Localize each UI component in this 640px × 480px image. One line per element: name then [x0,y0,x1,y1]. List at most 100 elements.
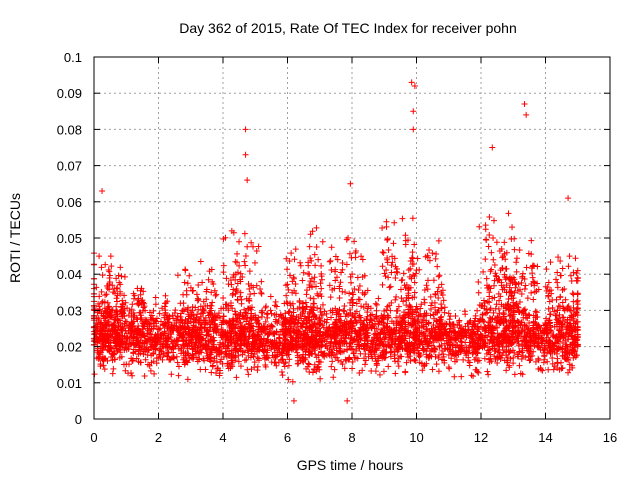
data-point [409,261,416,268]
data-point [198,337,205,344]
data-point [530,319,537,326]
data-point [353,300,360,307]
data-point [421,299,428,306]
data-point [156,326,163,333]
data-point [553,333,560,340]
data-point [246,297,253,304]
data-point [547,339,554,346]
data-point [292,246,299,253]
data-point [288,345,295,352]
data-point [503,367,510,374]
data-point [382,273,389,280]
data-point [435,354,442,361]
data-point [342,289,349,296]
data-point [308,343,315,350]
data-point [264,310,271,317]
data-point [159,321,166,328]
data-point [313,324,320,331]
data-point [264,314,271,321]
data-point [262,318,269,325]
data-point [294,305,301,312]
data-point [281,363,288,370]
data-points [91,79,581,404]
data-point [327,307,334,314]
data-point [559,299,566,306]
data-point [372,345,379,352]
y-tick-label: 0.03 [57,303,82,318]
data-point [525,325,532,332]
data-point [356,283,363,290]
data-point [474,358,481,365]
data-point [342,321,349,328]
y-tick-label: 0 [75,412,82,427]
data-point [119,309,126,316]
data-point [113,275,120,282]
data-point [545,305,552,312]
data-point [366,347,373,354]
data-point [519,270,526,277]
data-point [534,324,541,331]
data-point [410,108,417,115]
data-point [493,339,500,346]
data-point [121,313,128,320]
data-point [506,275,513,282]
data-point [239,313,246,320]
data-point [573,298,580,305]
data-point [405,266,412,273]
data-point [274,319,281,326]
data-point [557,272,564,279]
data-point [248,310,255,317]
data-point [151,370,158,377]
data-point [485,284,492,291]
data-point [515,281,522,288]
data-point [318,311,325,318]
data-point [385,329,392,336]
data-point [137,359,144,366]
data-point [525,250,532,257]
data-point [327,294,334,301]
data-point [388,339,395,346]
data-point [515,335,522,342]
data-point [236,262,243,269]
data-point [237,270,244,277]
data-point [368,325,375,332]
data-point [395,354,402,361]
data-point [310,295,317,302]
data-point [349,313,356,320]
data-point [527,356,534,363]
data-point [520,309,527,316]
data-point [162,307,169,314]
data-point [485,371,492,378]
data-point [566,253,573,260]
data-point [447,321,454,328]
data-point [502,331,509,338]
data-point [500,327,507,334]
data-point [273,362,280,369]
data-point [415,313,422,320]
data-point [498,316,505,323]
data-point [187,333,194,340]
data-point [255,243,262,250]
data-point [429,250,436,257]
data-point [445,351,452,358]
data-point [408,275,415,282]
data-point [394,358,401,365]
data-point [318,262,325,269]
data-point [185,311,192,318]
data-point [313,354,320,361]
data-point [300,351,307,358]
data-point [138,312,145,319]
data-point [369,321,376,328]
data-point [103,291,110,298]
data-point [544,284,551,291]
data-point [511,289,518,296]
data-point [208,337,215,344]
data-point [102,261,109,268]
data-point [574,324,581,331]
data-point [361,272,368,279]
data-point [97,338,104,345]
data-point [209,299,216,306]
y-tick-label: 0.02 [57,340,82,355]
data-point [262,363,269,370]
data-point [387,333,394,340]
